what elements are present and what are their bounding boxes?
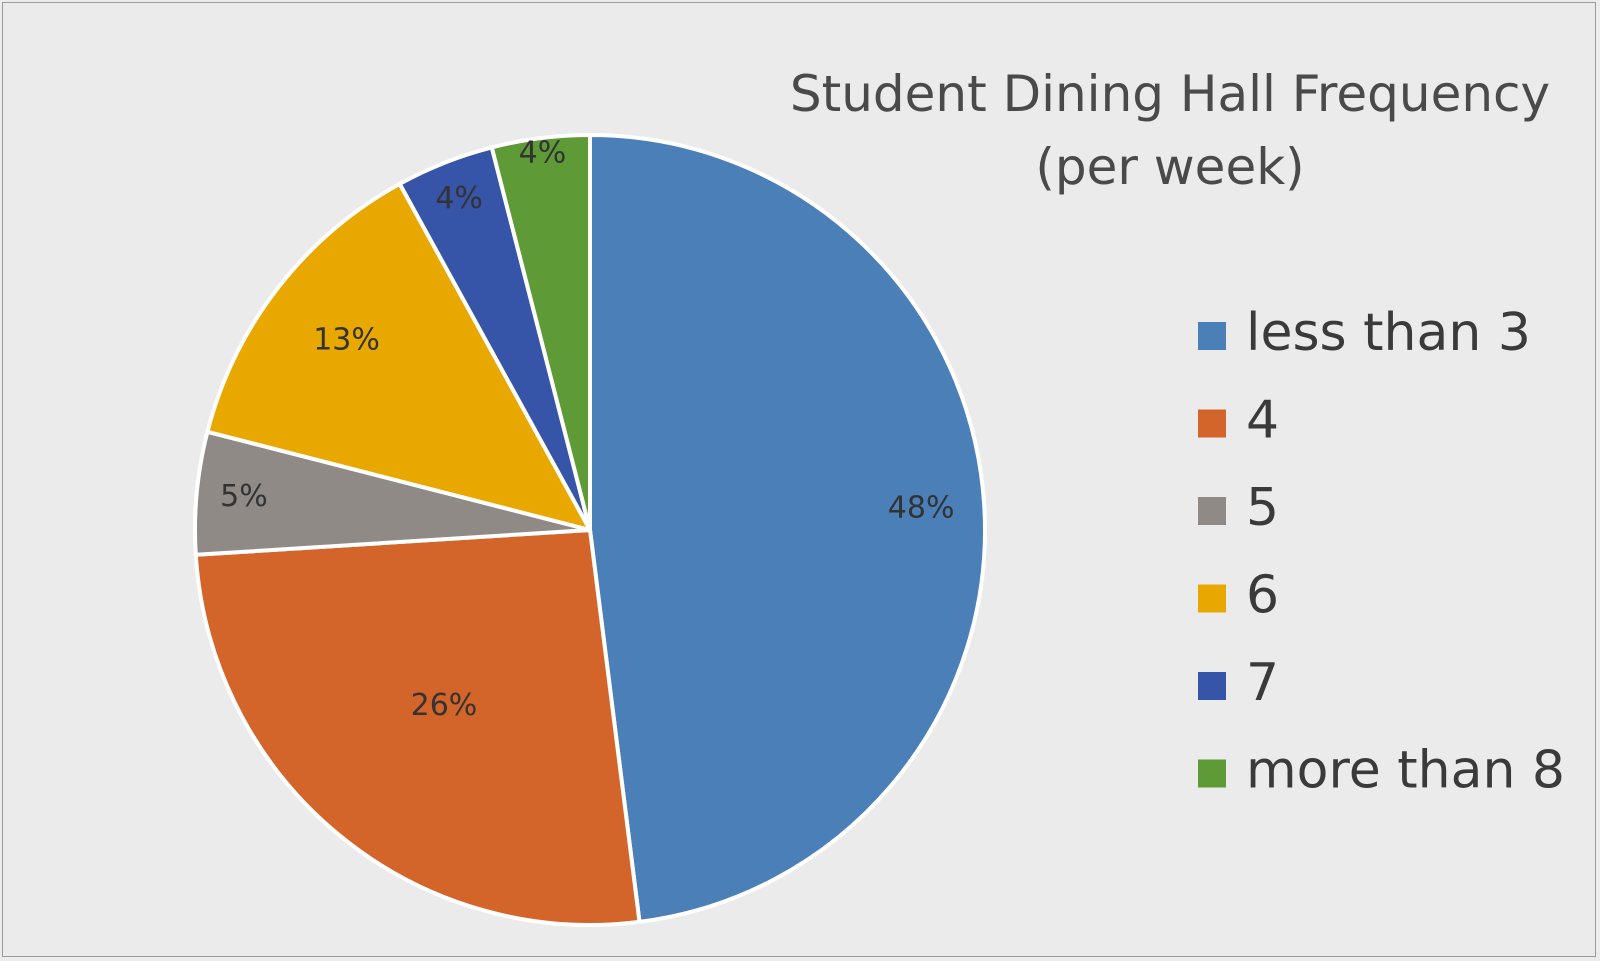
legend-label-6: more than 8 — [1246, 741, 1565, 801]
pie-slice-2 — [193, 528, 642, 927]
legend-swatch-1 — [1198, 322, 1226, 350]
legend-swatch-5 — [1198, 672, 1226, 700]
slice-label-2: 26% — [411, 688, 478, 723]
legend-label-5: 7 — [1246, 653, 1279, 713]
pie-slices — [193, 133, 987, 927]
legend-swatch-4 — [1198, 584, 1226, 613]
pie-slice-labels: 48% 26% 5% 13% 4% 4% — [220, 135, 954, 723]
slice-label-3: 5% — [220, 479, 268, 514]
legend: less than 3 4 5 6 7 more than 8 — [1198, 303, 1565, 801]
pie-slice-1 — [588, 133, 987, 924]
pie-slice-4 — [205, 181, 592, 532]
legend-label-1: less than 3 — [1246, 303, 1531, 363]
legend-label-4: 6 — [1246, 566, 1279, 626]
chart-title-line-1: Student Dining Hall Frequency — [789, 65, 1551, 123]
legend-label-2: 4 — [1246, 391, 1279, 451]
slice-label-4: 13% — [313, 323, 380, 358]
legend-swatch-2 — [1198, 409, 1226, 438]
slice-label-1: 48% — [888, 491, 955, 526]
legend-swatch-3 — [1198, 497, 1226, 525]
legend-swatch-6 — [1198, 759, 1226, 788]
legend-label-3: 5 — [1246, 478, 1279, 538]
slice-label-5: 4% — [435, 181, 483, 216]
pie-slice-6 — [489, 133, 592, 532]
slice-label-6: 4% — [519, 135, 567, 170]
chart-title: Student Dining Hall Frequency (per week) — [730, 58, 1600, 204]
chart-title-line-2: (per week) — [1035, 138, 1305, 196]
